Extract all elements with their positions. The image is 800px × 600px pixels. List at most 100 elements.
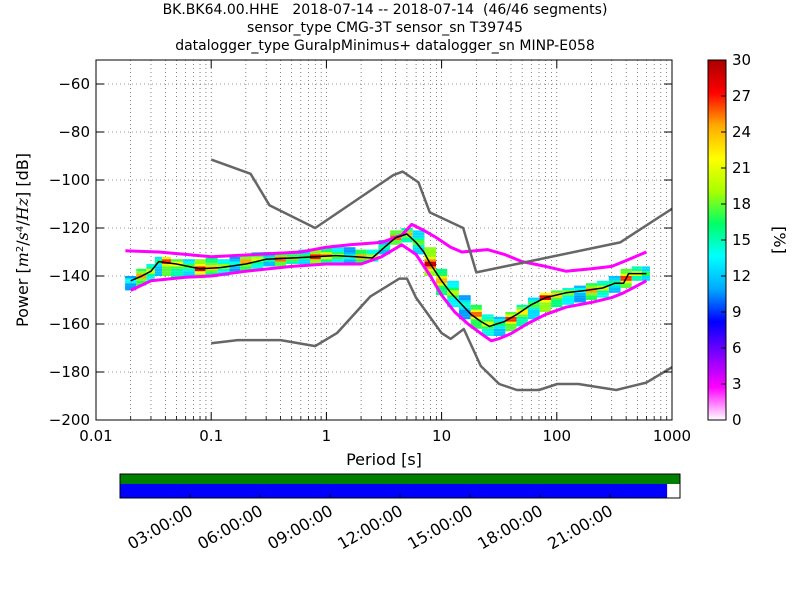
histogram-cell [481,314,494,317]
histogram-cell [251,264,264,267]
histogram-cell [620,273,632,276]
y-tick-label: −100 [49,171,90,189]
histogram-cell [424,259,437,262]
histogram-cell [436,268,448,272]
histogram-cell [194,271,206,274]
colorbar-tick-label: 0 [732,411,742,429]
histogram-cell [170,271,184,274]
histogram-cell [481,331,494,334]
histogram-cell [527,297,540,300]
histogram-cell [424,264,437,267]
histogram-cell [608,288,621,291]
histogram-cell [355,252,367,255]
histogram-cell [240,256,252,260]
y-tick-label: −180 [49,363,90,381]
histogram-cell [331,259,344,262]
histogram-cell [125,278,137,281]
histogram-cell [447,292,459,296]
histogram-cell [458,309,471,312]
histogram-cell [366,254,379,257]
histogram-cell [641,278,650,281]
histogram-cell [217,268,230,272]
x-tick-label: 1000 [653,427,691,445]
histogram-cell [539,295,552,298]
histogram-cell [343,256,356,260]
histogram-cell [343,259,356,262]
histogram-cell [154,266,163,269]
histogram-cell [424,252,437,255]
histogram-cell [620,268,632,272]
histogram-cell [470,321,482,324]
histogram-cell [641,266,650,269]
histogram-cell [527,312,540,315]
histogram-cell [631,276,642,279]
histogram-cell [331,252,344,255]
histogram-cell [205,270,218,273]
histogram-cell [183,264,195,267]
chart-title-line-3: datalogger_type GuralpMinimus+ datalogge… [175,38,595,54]
histogram-cell [620,285,632,288]
histogram-cell [505,314,517,317]
x-tick-label: 0.1 [199,427,223,445]
histogram-cell [436,271,448,274]
histogram-cell [162,271,171,274]
histogram-cell [641,271,650,274]
histogram-cell [516,316,528,320]
histogram-cell [458,300,471,303]
histogram-cell [562,297,575,300]
histogram-cell [562,288,575,291]
histogram-cell [378,249,391,252]
histogram-cell [390,230,402,233]
histogram-cell [551,304,563,308]
colorbar-tick-label: 6 [732,339,742,357]
histogram-cell [194,264,206,267]
histogram-cell [539,304,552,308]
histogram-cell [412,232,425,236]
histogram-cell [170,273,184,276]
histogram-cell [205,260,218,263]
histogram-cell [631,271,642,274]
histogram-cell [154,264,163,267]
histogram-cell [458,316,471,320]
x-tick-label: 0.01 [79,427,112,445]
histogram-cell [125,283,137,286]
histogram-cell [366,252,379,255]
histogram-cell [229,268,241,272]
histogram-cell [505,328,517,332]
histogram-cell [551,292,563,296]
histogram-cell [562,292,575,296]
histogram-cell [539,307,552,310]
histogram-cell [551,302,563,305]
histogram-cell [378,252,391,255]
histogram-cell [470,304,482,308]
histogram-cell [390,232,402,236]
histogram-cell [240,266,252,269]
histogram-cell [154,259,163,262]
histogram-cell [217,261,230,264]
histogram-cell [412,235,425,238]
histogram-cell [320,259,332,262]
histogram-cell [125,285,137,288]
histogram-cell [424,254,437,257]
histogram-cell [310,259,321,262]
histogram-cell [436,285,448,288]
histogram-cell [641,276,650,279]
histogram-cell [205,262,218,266]
histogram-cell [146,264,155,267]
chart-title-line-1: BK.BK64.00.HHE 2018-07-14 -- 2018-07-14 … [162,2,608,18]
histogram-cell [125,276,137,279]
histogram-cell [516,321,528,324]
histogram-cell [217,264,230,267]
histogram-cell [343,252,356,255]
histogram-cell [136,280,147,284]
histogram-cell [229,266,241,269]
histogram-cell [447,280,459,284]
histogram-cell [608,278,621,281]
histogram-cell [585,292,598,296]
histogram-cell [136,276,147,279]
histogram-cell [527,309,540,312]
histogram-cell [585,297,598,300]
histogram-cell [251,266,264,269]
histogram-cell [493,333,506,336]
histogram-cell [146,266,155,269]
